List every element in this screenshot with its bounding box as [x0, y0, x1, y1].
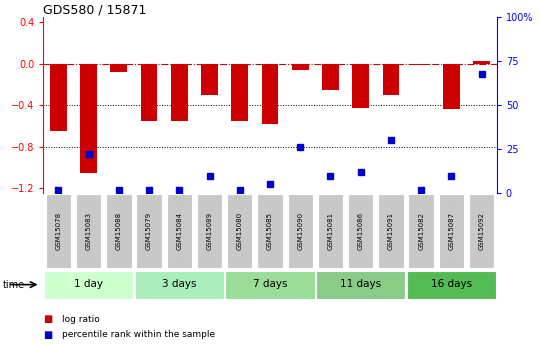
Bar: [413, 64, 429, 65]
Bar: [443, 64, 460, 109]
Bar: [106, 194, 132, 268]
Bar: [353, 64, 369, 108]
Text: GSM15092: GSM15092: [478, 212, 485, 250]
Bar: [232, 64, 248, 121]
Bar: [201, 64, 218, 95]
Bar: [111, 64, 127, 72]
Text: GDS580 / 15871: GDS580 / 15871: [43, 3, 146, 16]
Bar: [438, 194, 464, 268]
Text: GSM15082: GSM15082: [418, 212, 424, 250]
Bar: [287, 194, 313, 268]
Bar: [136, 194, 162, 268]
Bar: [80, 64, 97, 172]
Text: GSM15081: GSM15081: [327, 212, 334, 250]
Text: GSM15087: GSM15087: [448, 212, 455, 250]
Text: log ratio: log ratio: [62, 315, 100, 324]
Bar: [408, 194, 434, 268]
Text: GSM15083: GSM15083: [85, 212, 92, 250]
Bar: [171, 64, 187, 121]
Text: ■: ■: [43, 314, 52, 324]
Text: GSM15088: GSM15088: [116, 212, 122, 250]
Text: 3 days: 3 days: [162, 279, 197, 289]
Bar: [166, 194, 192, 268]
Bar: [378, 194, 404, 268]
Text: GSM15084: GSM15084: [176, 212, 183, 250]
Bar: [474, 61, 490, 64]
Bar: [316, 270, 406, 298]
Bar: [262, 64, 278, 124]
Text: GSM15091: GSM15091: [388, 212, 394, 250]
Text: GSM15086: GSM15086: [357, 212, 364, 250]
Text: GSM15089: GSM15089: [206, 212, 213, 250]
Text: GSM15080: GSM15080: [237, 212, 243, 250]
Text: 1 day: 1 day: [74, 279, 103, 289]
Bar: [134, 270, 224, 298]
Bar: [322, 64, 339, 90]
Bar: [257, 194, 283, 268]
Bar: [141, 64, 157, 121]
Text: GSM15085: GSM15085: [267, 212, 273, 250]
Bar: [225, 270, 315, 298]
Bar: [318, 194, 343, 268]
Text: GSM15078: GSM15078: [55, 212, 62, 250]
Bar: [469, 194, 495, 268]
Bar: [50, 64, 66, 131]
Bar: [197, 194, 222, 268]
Text: GSM15090: GSM15090: [297, 212, 303, 250]
Text: 7 days: 7 days: [253, 279, 287, 289]
Bar: [44, 270, 133, 298]
Bar: [45, 194, 71, 268]
Text: percentile rank within the sample: percentile rank within the sample: [62, 330, 215, 339]
Text: time: time: [3, 280, 25, 289]
Bar: [348, 194, 374, 268]
Text: 16 days: 16 days: [431, 279, 472, 289]
Text: GSM15079: GSM15079: [146, 212, 152, 250]
Bar: [76, 194, 102, 268]
Bar: [227, 194, 253, 268]
Text: 11 days: 11 days: [340, 279, 381, 289]
Bar: [407, 270, 496, 298]
Bar: [292, 64, 308, 70]
Bar: [383, 64, 399, 95]
Text: ■: ■: [43, 330, 52, 339]
